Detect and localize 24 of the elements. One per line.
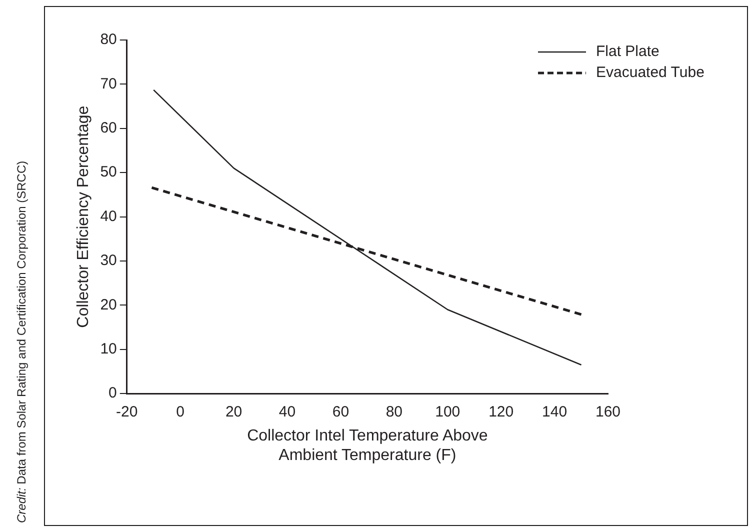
- legend-label: Evacuated Tube: [596, 64, 704, 82]
- x-tick-label: 40: [278, 404, 296, 421]
- y-tick-label: 60: [100, 120, 117, 137]
- y-tick-label: 50: [100, 164, 117, 181]
- x-tick-label: 80: [386, 404, 403, 421]
- text: Credit: Data from Solar Rating and Certification Corporation (SRCC): [14, 160, 28, 523]
- y-tick-label: 30: [100, 252, 117, 270]
- x-tick-label: 100: [435, 404, 460, 421]
- x-tick-label: 60: [332, 404, 350, 421]
- x-tick-label: 120: [488, 404, 514, 421]
- x-tick-label: 0: [176, 404, 185, 421]
- x-tick-label: 160: [595, 404, 621, 421]
- x-axis-title: Collector Intel Temperature Above Ambient Temperature (F): [247, 428, 488, 464]
- legend-label: Flat Plate: [596, 43, 660, 60]
- x-tick-label: 140: [542, 404, 568, 421]
- y-tick-label: 0: [108, 384, 117, 402]
- x-tick-label: 20: [225, 404, 242, 421]
- y-tick-label: 20: [100, 296, 117, 314]
- y-tick-label: 40: [100, 208, 117, 225]
- y-axis-title: Collector Efficiency Percentage: [75, 106, 92, 328]
- x-tick-label: -20: [116, 404, 138, 421]
- y-tick-label: 70: [100, 75, 117, 92]
- y-tick-label: 80: [100, 31, 117, 48]
- y-tick-label: 10: [100, 340, 117, 358]
